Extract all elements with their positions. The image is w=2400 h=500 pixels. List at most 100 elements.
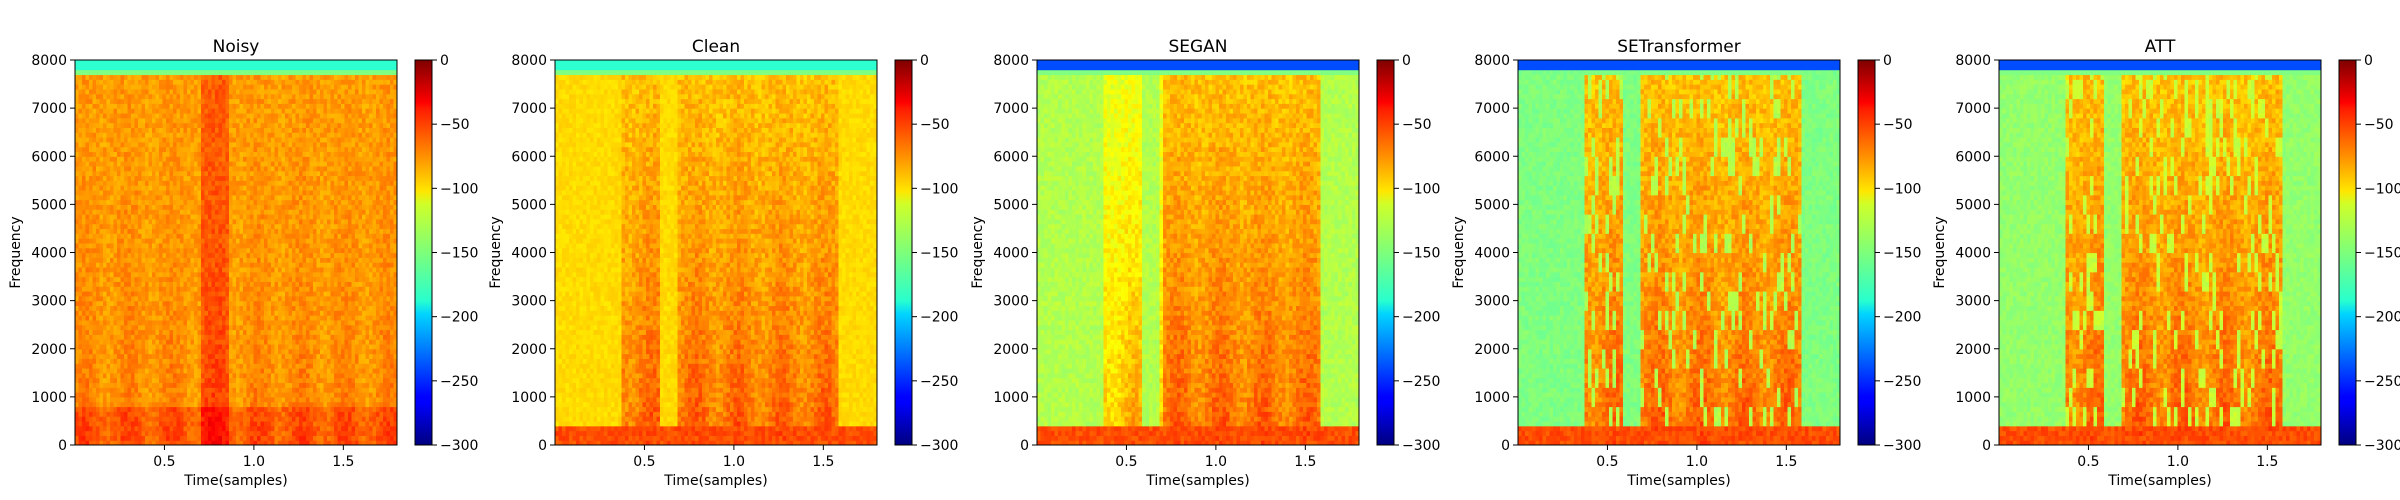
heatmap-cell <box>117 214 122 220</box>
heatmap-cell <box>201 165 206 172</box>
heatmap-cell <box>110 108 115 114</box>
heatmap-cell <box>260 141 265 148</box>
heatmap-cell <box>236 372 241 379</box>
heatmap-cell <box>281 175 286 181</box>
heatmap-cell <box>176 339 181 345</box>
heatmap-cell <box>232 132 237 138</box>
heatmap-cell <box>211 175 216 181</box>
heatmap-cell <box>145 64 150 71</box>
heatmap-cell <box>103 353 108 359</box>
heatmap-cell <box>215 151 220 157</box>
heatmap-cell <box>131 291 136 297</box>
heatmap-cell <box>180 257 185 263</box>
heatmap-cell <box>127 108 132 114</box>
heatmap-cell <box>204 74 209 80</box>
heatmap-cell <box>208 262 213 268</box>
heatmap-cell <box>267 146 272 153</box>
heatmap-cell <box>89 242 94 249</box>
heatmap-cell <box>208 194 213 201</box>
heatmap-cell <box>281 435 286 441</box>
heatmap-cell <box>236 387 241 393</box>
heatmap-cell <box>260 286 265 292</box>
heatmap-cell <box>183 194 188 201</box>
heatmap-cell <box>211 98 216 104</box>
heatmap-cell <box>204 194 209 201</box>
heatmap-cell <box>138 334 143 340</box>
heatmap-cell <box>176 368 181 374</box>
heatmap-cell <box>257 291 262 297</box>
heatmap-cell <box>127 291 132 297</box>
heatmap-cell <box>239 132 244 138</box>
heatmap-cell <box>288 315 293 321</box>
heatmap-cell <box>85 175 90 181</box>
heatmap-cell <box>89 175 94 181</box>
heatmap-cell <box>162 93 167 100</box>
heatmap-cell <box>78 242 83 249</box>
heatmap-cell <box>131 387 136 393</box>
heatmap-cell <box>75 93 80 100</box>
heatmap-cell <box>152 339 157 345</box>
heatmap-cell <box>134 214 139 220</box>
heatmap-cell <box>145 228 150 234</box>
heatmap-cell <box>159 132 164 138</box>
heatmap-cell <box>162 329 167 335</box>
heatmap-cell <box>194 281 199 287</box>
heatmap-cell <box>250 151 255 157</box>
heatmap-cell <box>145 180 150 186</box>
heatmap-cell <box>236 60 241 66</box>
heatmap-cell <box>229 315 234 321</box>
heatmap-cell <box>281 401 286 408</box>
heatmap-cell <box>180 84 185 90</box>
heatmap-cell <box>159 170 164 177</box>
heatmap-cell <box>113 252 118 258</box>
heatmap-cell <box>155 406 160 412</box>
heatmap-cell <box>257 372 262 379</box>
heatmap-cell <box>113 165 118 172</box>
heatmap-cell <box>180 127 185 133</box>
heatmap-cell <box>127 247 132 254</box>
heatmap-cell <box>236 348 241 355</box>
heatmap-cell <box>138 238 143 244</box>
heatmap-cell <box>120 189 125 196</box>
heatmap-cell <box>99 204 104 210</box>
heatmap-cell <box>141 396 146 403</box>
heatmap-cell <box>96 98 101 104</box>
heatmap-cell <box>281 440 286 445</box>
heatmap-cell <box>85 137 90 143</box>
heatmap-cell <box>166 165 171 172</box>
heatmap-cell <box>162 108 167 114</box>
heatmap-cell <box>190 372 195 379</box>
heatmap-cell <box>267 266 272 273</box>
heatmap-cell <box>155 64 160 71</box>
heatmap-cell <box>232 204 237 210</box>
heatmap-cell <box>292 310 297 316</box>
heatmap-cell <box>225 319 230 326</box>
heatmap-cell <box>141 363 146 369</box>
heatmap-cell <box>176 79 181 85</box>
heatmap-cell <box>85 262 90 268</box>
heatmap-cell <box>110 161 115 167</box>
heatmap-cell <box>190 117 195 124</box>
heatmap-cell <box>134 377 139 384</box>
heatmap-cell <box>103 257 108 263</box>
heatmap-cell <box>110 315 115 321</box>
heatmap-cell <box>288 64 293 71</box>
heatmap-cell <box>267 435 272 441</box>
heatmap-cell <box>155 69 160 76</box>
heatmap-cell <box>274 127 279 133</box>
heatmap-cell <box>176 315 181 321</box>
heatmap-cell <box>141 406 146 412</box>
heatmap-cell <box>134 108 139 114</box>
heatmap-cell <box>113 93 118 100</box>
heatmap-cell <box>257 64 262 71</box>
heatmap-cell <box>229 218 234 225</box>
heatmap-cell <box>96 122 101 128</box>
heatmap-cell <box>232 98 237 104</box>
heatmap-cell <box>201 295 206 302</box>
heatmap-cell <box>134 151 139 157</box>
heatmap-cell <box>162 286 167 292</box>
heatmap-cell <box>274 247 279 254</box>
heatmap-cell <box>229 334 234 340</box>
heatmap-cell <box>190 257 195 263</box>
heatmap-cell <box>169 315 174 321</box>
